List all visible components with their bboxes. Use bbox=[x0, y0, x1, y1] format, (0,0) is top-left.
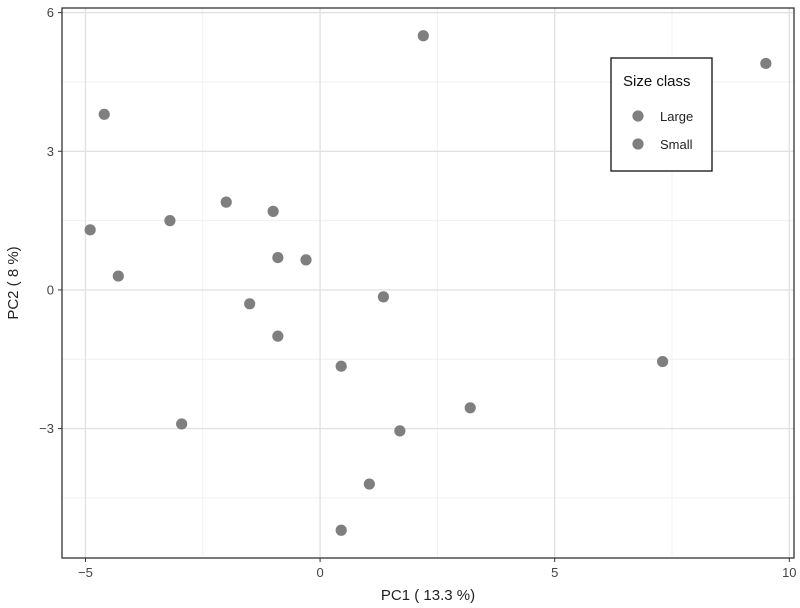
axis-ticks: −5 0 5 10 −3 0 3 6 bbox=[39, 5, 796, 580]
data-point bbox=[300, 254, 312, 266]
data-point bbox=[417, 30, 429, 42]
data-point bbox=[244, 298, 256, 310]
data-point bbox=[164, 215, 176, 227]
data-point bbox=[363, 478, 375, 490]
y-tick-label: −3 bbox=[39, 421, 54, 436]
legend-label: Small bbox=[660, 137, 693, 152]
legend-marker bbox=[632, 110, 644, 122]
data-point bbox=[112, 270, 124, 282]
data-point bbox=[176, 418, 188, 430]
data-point bbox=[464, 402, 476, 414]
data-point bbox=[220, 196, 232, 208]
x-tick-label: 10 bbox=[782, 565, 796, 580]
y-axis-title: PC2 ( 8 %) bbox=[5, 246, 22, 319]
data-point bbox=[335, 360, 347, 372]
data-point bbox=[98, 108, 110, 120]
y-tick-label: 3 bbox=[47, 144, 54, 159]
y-tick-label: 0 bbox=[47, 282, 54, 297]
plot-border bbox=[61, 7, 795, 559]
x-axis-title: PC1 ( 13.3 %) bbox=[381, 587, 475, 604]
legend-title: Size class bbox=[623, 73, 691, 90]
data-point bbox=[272, 251, 284, 264]
legend-entries: Large Small bbox=[632, 109, 693, 152]
data-point bbox=[377, 291, 390, 303]
x-tick-label: 0 bbox=[316, 565, 323, 580]
x-tick-label: 5 bbox=[551, 565, 558, 580]
data-point bbox=[657, 355, 669, 368]
y-tick-label: 6 bbox=[47, 5, 54, 20]
x-tick-label: −5 bbox=[78, 565, 93, 580]
data-point bbox=[84, 224, 96, 236]
legend: Size class Large Small bbox=[610, 57, 713, 172]
data-points bbox=[84, 30, 772, 536]
legend-box bbox=[610, 57, 713, 172]
legend-label: Large bbox=[660, 109, 693, 124]
data-point bbox=[272, 330, 284, 342]
data-point bbox=[394, 425, 406, 437]
legend-marker bbox=[632, 138, 644, 150]
data-point bbox=[267, 205, 279, 217]
data-point bbox=[760, 57, 772, 70]
data-point bbox=[335, 524, 347, 536]
